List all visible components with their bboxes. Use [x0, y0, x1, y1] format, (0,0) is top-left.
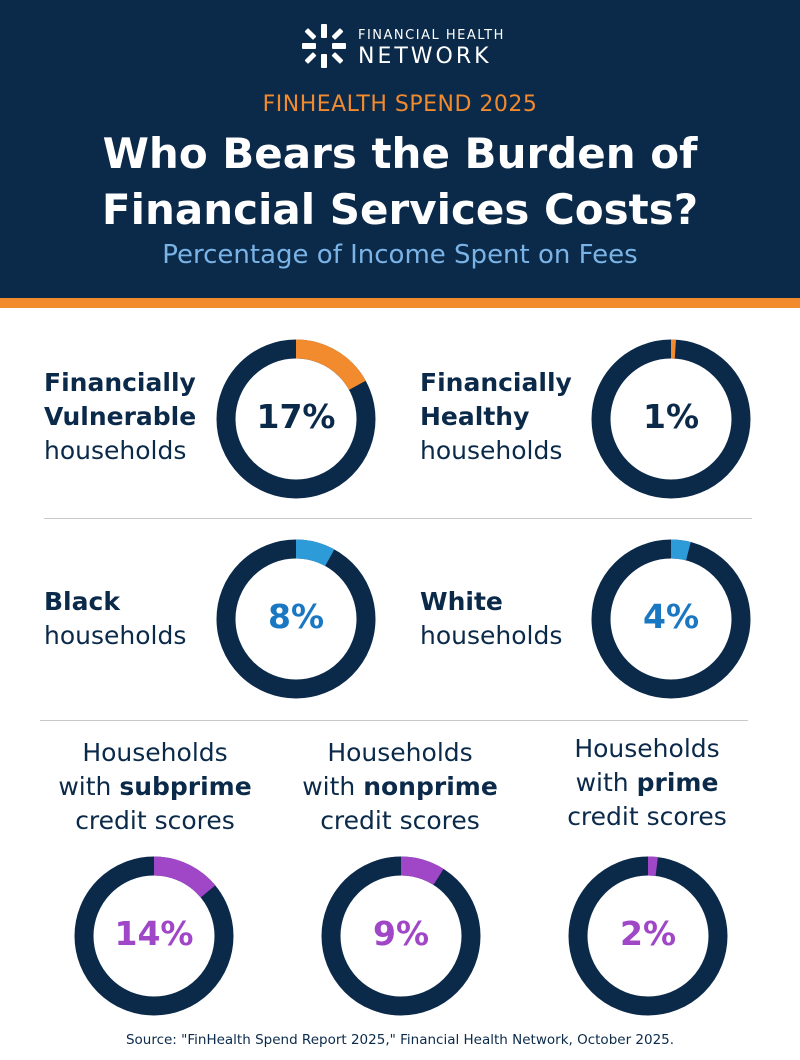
donut-white: 4%: [590, 538, 752, 704]
donut-nonprime: 9%: [320, 855, 482, 1021]
label-bold: Financially Healthy: [420, 368, 572, 431]
donut-value-label: 4%: [642, 597, 700, 636]
brand-mark-icon: [302, 24, 346, 68]
donut-value-label: 9%: [372, 914, 430, 953]
donut-svg: [216, 539, 376, 699]
donut-svg: [321, 856, 481, 1016]
label-bold: nonprime: [363, 772, 498, 801]
page-subtitle: Percentage of Income Spent on Fees: [162, 240, 638, 270]
label-rest: households: [420, 436, 563, 465]
donut-prime: 2%: [567, 855, 729, 1021]
title-line-2: Financial Services Costs?: [101, 185, 699, 234]
donut-svg: [591, 339, 751, 499]
label-white: White households: [420, 585, 562, 653]
label-black: Black households: [44, 585, 186, 653]
label-rest: credit scores: [320, 806, 480, 835]
donut-slice-fees: [568, 856, 728, 1016]
label-financially-healthy: Financially Healthy households: [420, 366, 590, 468]
label-bold: subprime: [119, 772, 252, 801]
donut-black: 8%: [215, 538, 377, 704]
title-line-1: Who Bears the Burden of: [102, 129, 698, 178]
source-citation: Source: "FinHealth Spend Report 2025," F…: [125, 1032, 675, 1048]
donut-slice-fees: [321, 856, 481, 1016]
label-nonprime: Households with nonprime credit scores: [275, 736, 525, 838]
label-pre: Households: [327, 738, 473, 767]
donut-financially-vulnerable: 17%: [215, 338, 377, 504]
label-with: with: [575, 768, 629, 797]
donut-value-label: 2%: [619, 914, 677, 953]
label-bold: prime: [636, 768, 719, 797]
donut-value-label: 14%: [114, 914, 194, 953]
logo-text-line2: NETWORK: [358, 44, 492, 69]
label-with: with: [58, 772, 112, 801]
donut-slice-fees: [216, 539, 376, 699]
label-rest: households: [420, 621, 563, 650]
label-pre: Households: [82, 738, 228, 767]
donut-svg: [74, 856, 234, 1016]
donut-value-label: 1%: [642, 397, 700, 436]
label-bold: White: [420, 587, 503, 616]
header-banner: FINANCIAL HEALTH NETWORK FINHEALTH SPEND…: [0, 0, 800, 298]
label-pre: Households: [574, 734, 720, 763]
label-financially-vulnerable: Financially Vulnerable households: [44, 366, 214, 468]
label-with: with: [302, 772, 356, 801]
report-eyebrow: FINHEALTH SPEND 2025: [262, 92, 538, 117]
header-accent-bar: [0, 298, 800, 308]
label-bold: Financially Vulnerable: [44, 368, 197, 431]
donut-svg: [591, 539, 751, 699]
donut-slice-fees: [74, 856, 234, 1016]
label-rest: households: [44, 621, 187, 650]
brand-logo: FINANCIAL HEALTH NETWORK: [300, 22, 510, 72]
donut-subprime: 14%: [73, 855, 235, 1021]
donut-slice-fees: [591, 539, 751, 699]
donut-financially-healthy: 1%: [590, 338, 752, 504]
label-prime: Households with prime credit scores: [522, 732, 772, 834]
logo-text-line1: FINANCIAL HEALTH: [358, 28, 505, 43]
donut-value-label: 17%: [256, 397, 336, 436]
donut-svg: [216, 339, 376, 499]
label-subprime: Households with subprime credit scores: [30, 736, 280, 838]
row-divider-1: [44, 518, 752, 519]
label-rest: households: [44, 436, 187, 465]
page-title: Who Bears the Burden of Financial Servic…: [0, 126, 800, 238]
label-rest: credit scores: [567, 802, 727, 831]
donut-slice-fees: [216, 339, 376, 499]
donut-slice-fees: [591, 339, 751, 499]
donut-svg: [568, 856, 728, 1016]
label-bold: Black: [44, 587, 120, 616]
row-divider-2: [40, 720, 748, 721]
label-rest: credit scores: [75, 806, 235, 835]
donut-value-label: 8%: [267, 597, 325, 636]
